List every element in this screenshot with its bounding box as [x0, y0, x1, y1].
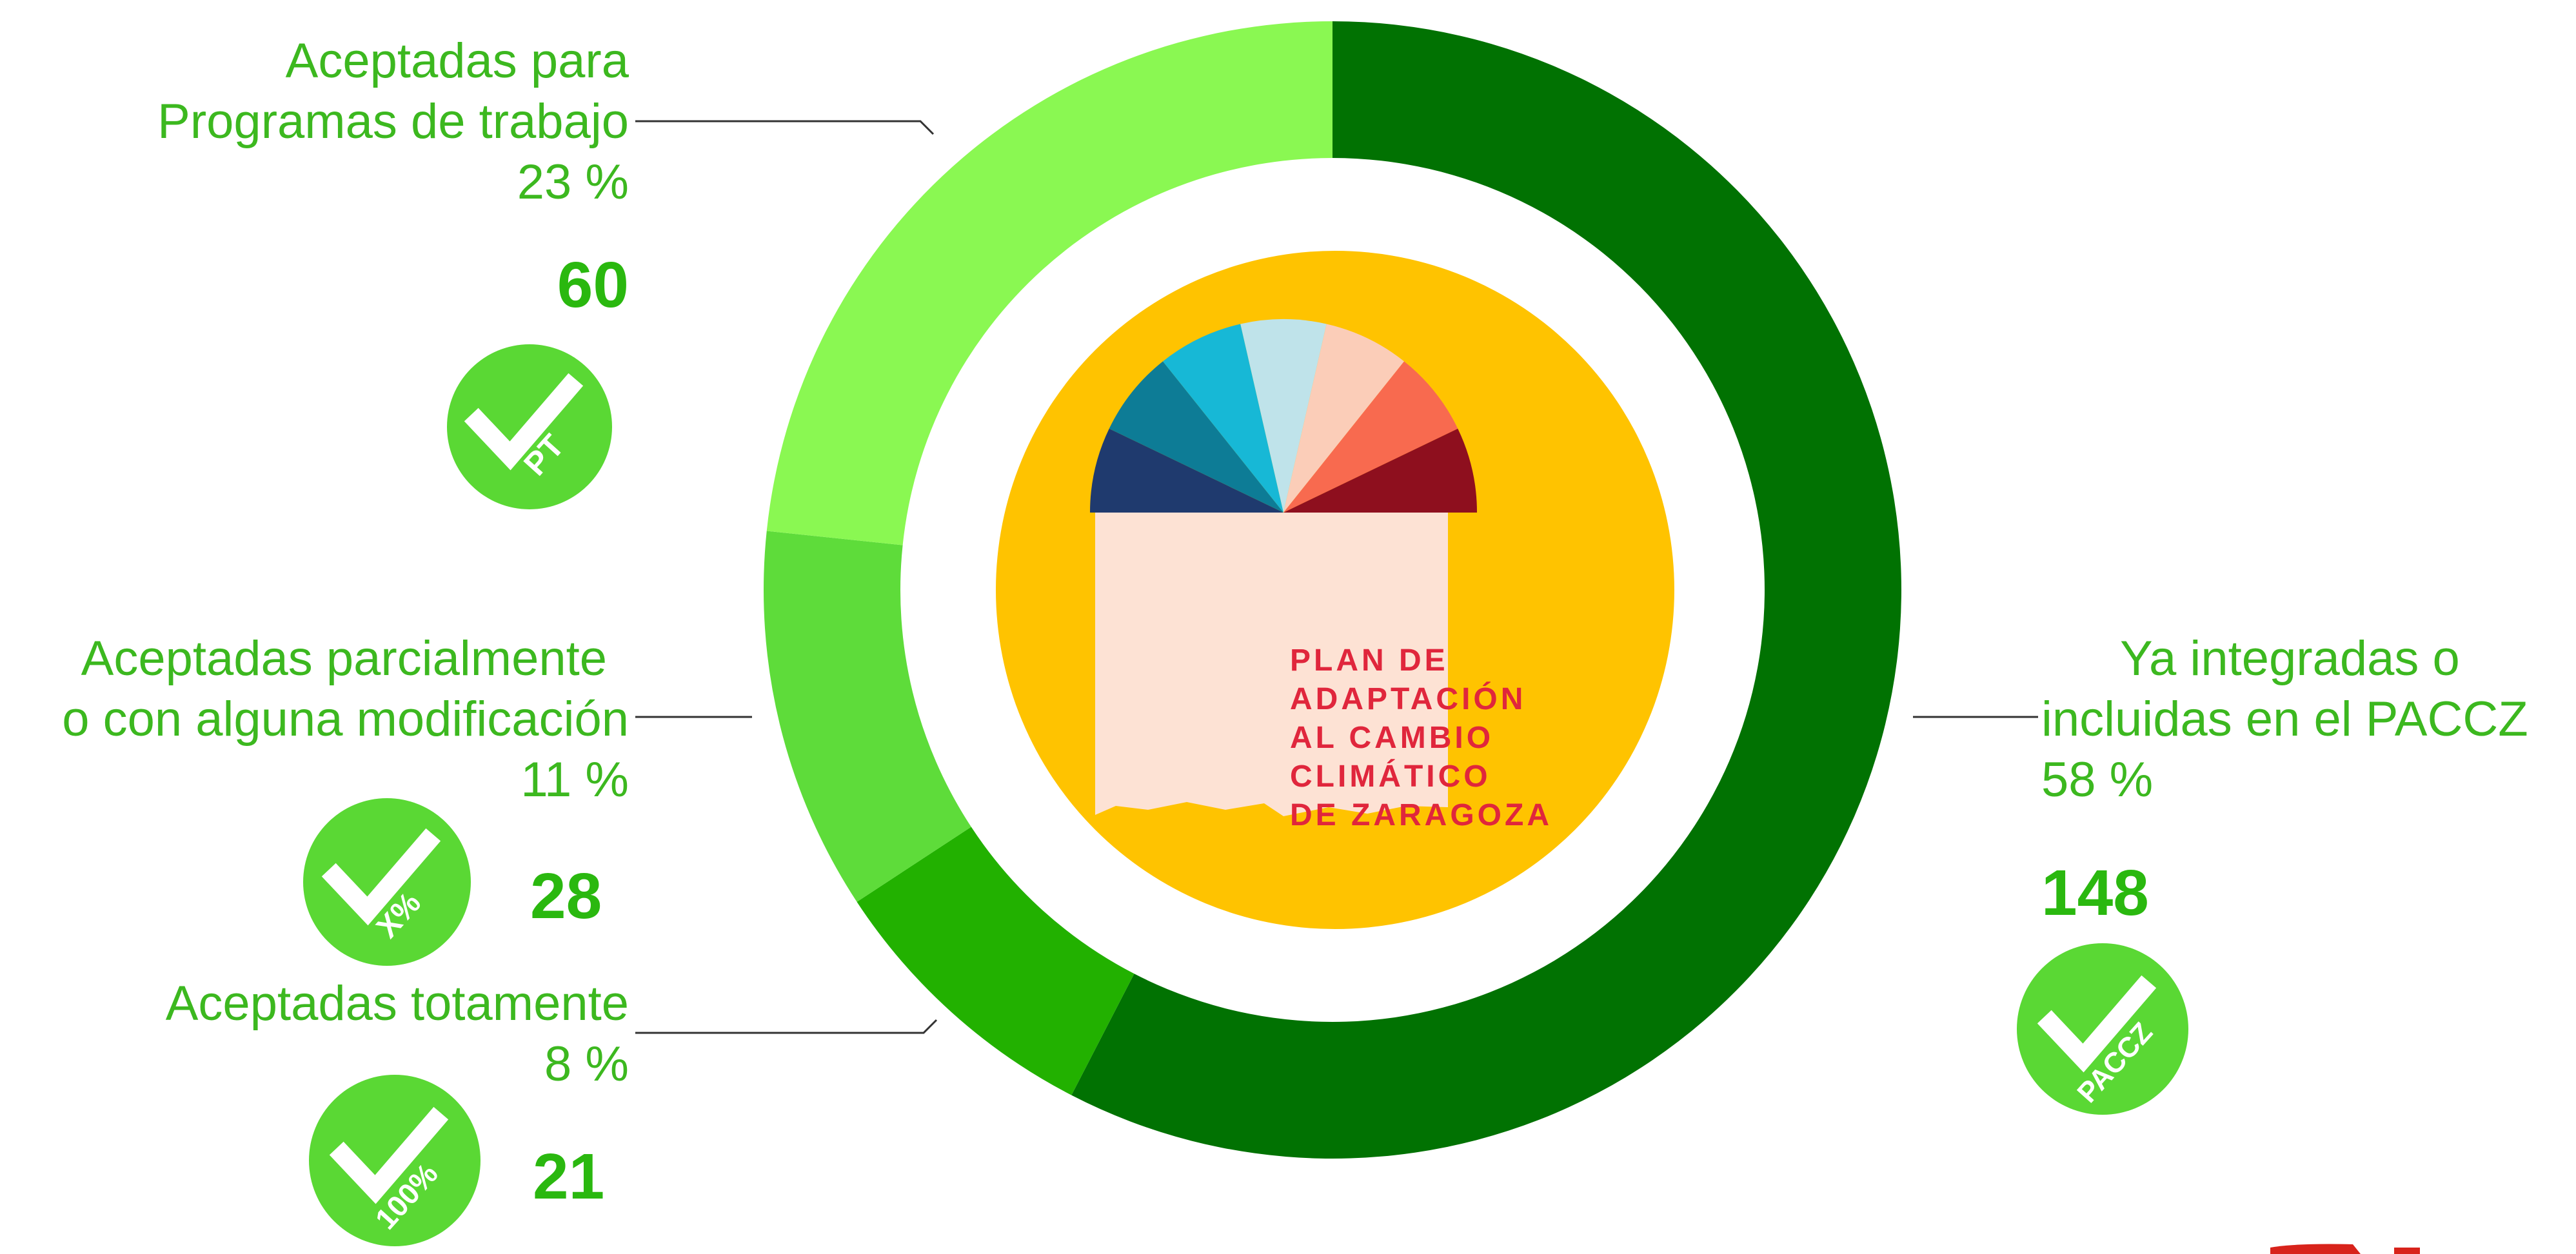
count-totamente: 21: [533, 1141, 605, 1213]
slice-programas: [766, 21, 1333, 545]
leader-lines: [635, 120, 2038, 1034]
logo-text-line-3: AL CAMBIO: [1290, 721, 1494, 755]
label-parcialmente: Aceptadas parcialmente o con alguna modi…: [0, 629, 629, 810]
label-totamente: Aceptadas totamente 8 %: [0, 974, 629, 1095]
logo-fan-segment: [1162, 324, 1283, 513]
count-parcialmente: 28: [530, 860, 602, 932]
corner-brand-mark-bar: [2394, 1248, 2420, 1254]
label-programas-line-1: Aceptadas para: [285, 34, 629, 88]
label-parcialmente-pct: 11 %: [520, 752, 629, 807]
label-totamente-pct: 8 %: [544, 1037, 629, 1092]
logo-paper-sheet: [1095, 513, 1448, 816]
logo-fan-segment: [1109, 361, 1283, 513]
corner-brand-mark: [2270, 1244, 2361, 1254]
leader-line-programas: [635, 120, 935, 135]
logo-text: PLAN DE ADAPTACIÓN AL CAMBIO CLIMÁTICO D…: [1290, 642, 1552, 835]
badge-icon-paccz: PACCZ: [2017, 943, 2188, 1115]
label-integradas-line-2: incluidas en el PACCZ: [2041, 692, 2528, 747]
logo-emblem: [996, 251, 1674, 929]
label-integradas: Ya integradas o incluidas en el PACCZ 58…: [2041, 629, 2528, 810]
logo-fan-segment: [1090, 428, 1283, 513]
slice-totamente: [857, 827, 1134, 1095]
badge-icon-100-percent: 100%: [309, 1075, 481, 1246]
logo-text-line-5: DE ZARAGOZA: [1290, 798, 1552, 832]
logo-fan-segment: [1283, 361, 1458, 513]
donut-slices: [763, 21, 1901, 1159]
label-programas-line-2: Programas de trabajo: [157, 94, 629, 149]
label-integradas-line-1: Ya integradas o: [2120, 631, 2460, 686]
badge-icon-x-percent: X%: [303, 798, 471, 966]
count-programas: 60: [557, 249, 629, 321]
count-integradas: 148: [2041, 857, 2149, 929]
slice-integradas: [1071, 21, 1901, 1159]
label-parcialmente-line-1: Aceptadas parcialmente: [81, 631, 607, 686]
logo-text-line-4: CLIMÁTICO: [1290, 759, 1491, 794]
logo-fan: [1090, 319, 1477, 513]
logo-text-line-1: PLAN DE: [1290, 643, 1449, 678]
label-programas: Aceptadas para Programas de trabajo 23 %: [0, 31, 629, 213]
label-parcialmente-line-2: o con alguna modificación: [62, 692, 629, 747]
leader-line-totamente: [635, 1019, 938, 1034]
label-integradas-pct: 58 %: [2041, 752, 2154, 807]
label-totamente-line-1: Aceptadas totamente: [165, 976, 629, 1031]
logo-text-line-2: ADAPTACIÓN: [1290, 682, 1527, 716]
badge-icon-pt: PT: [447, 344, 612, 509]
logo-fan-segment: [1283, 324, 1405, 513]
label-programas-pct: 23 %: [517, 155, 629, 210]
logo-fan-segment: [1283, 428, 1477, 513]
logo-fan-segment: [1240, 319, 1327, 513]
slice-parcialmente: [763, 531, 971, 902]
